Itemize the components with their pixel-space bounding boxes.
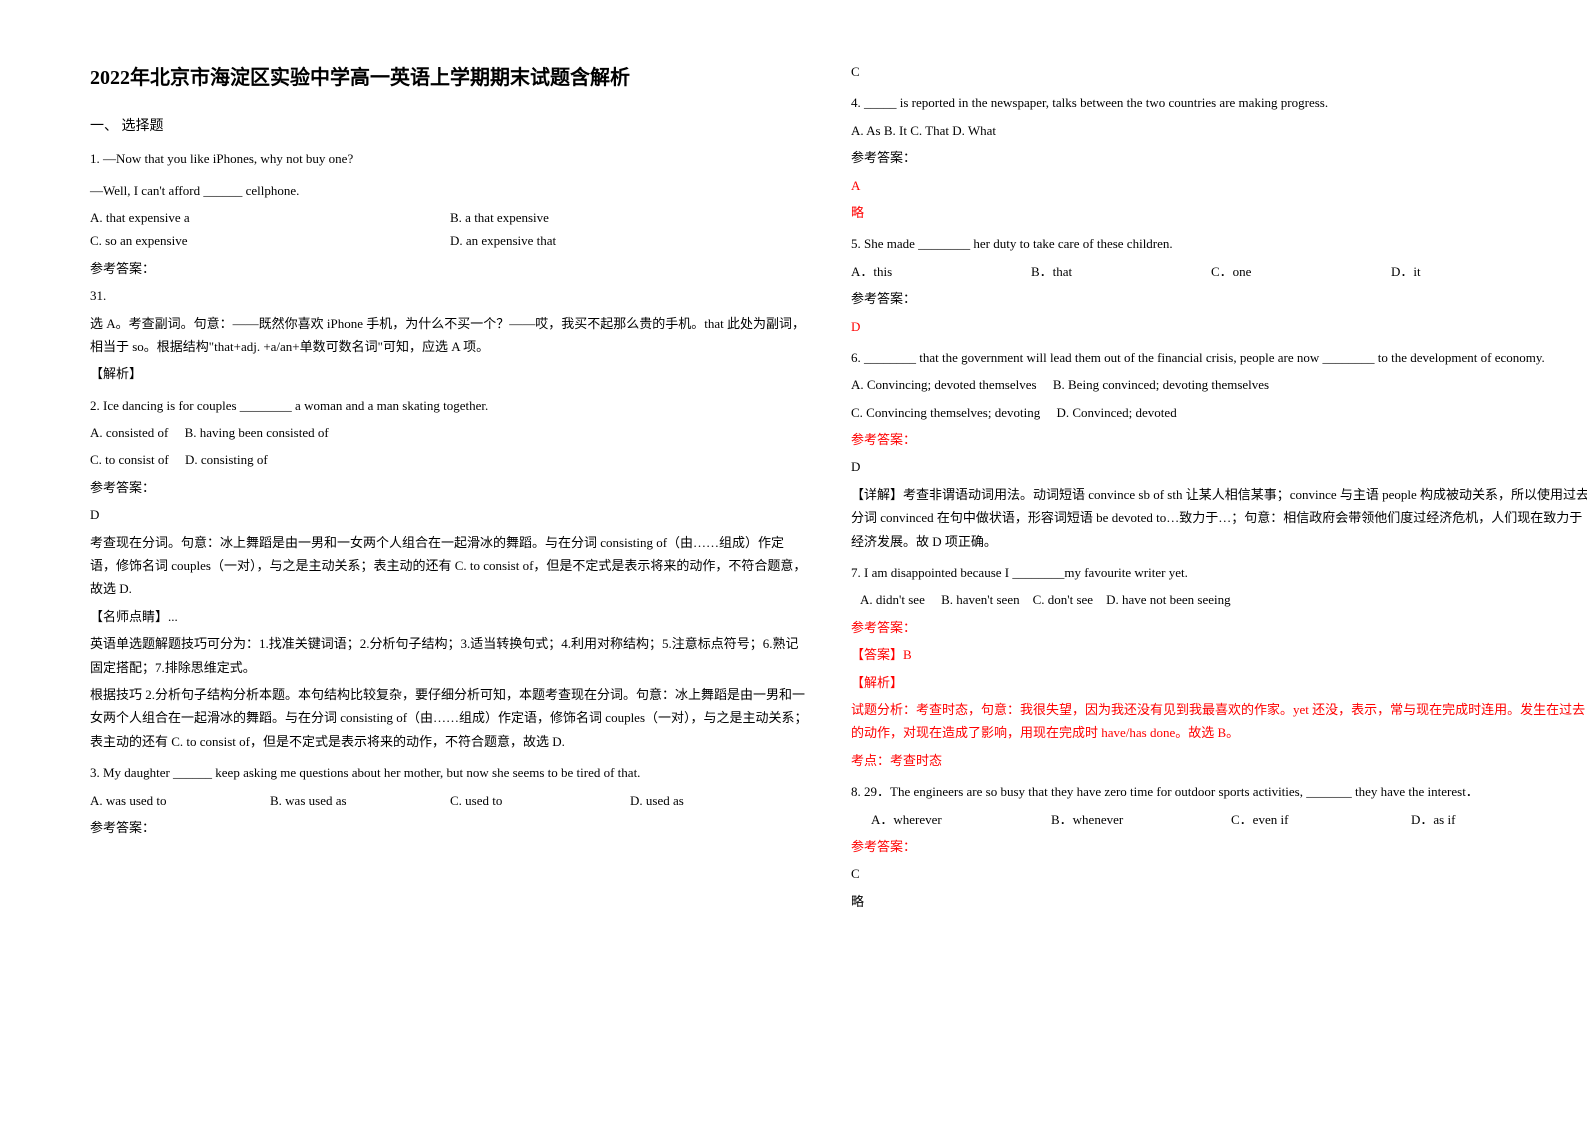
- q7-expl: 试题分析：考查时态，句意：我很失望，因为我还没有见到我最喜欢的作家。yet 还没…: [851, 698, 1587, 745]
- q6-ans-label: 参考答案：: [851, 428, 1587, 451]
- q3-optC: C. used to: [450, 789, 590, 812]
- q1-optA: A. that expensive a: [90, 206, 410, 229]
- q7-point: 考点：考查时态: [851, 749, 1587, 772]
- q3-optA: A. was used to: [90, 789, 230, 812]
- q2-optC: C. to consist of: [90, 452, 169, 467]
- q2-expl: 考查现在分词。句意：冰上舞蹈是由一男和一女两个人组合在一起滑冰的舞蹈。与在分词 …: [90, 531, 810, 601]
- q1-expl: 选 A。考查副词。句意：——既然你喜欢 iPhone 手机，为什么不买一个？——…: [90, 312, 810, 359]
- q6-optB: B. Being convinced; devoting themselves: [1053, 377, 1269, 392]
- q2-optB: B. having been consisted of: [185, 425, 329, 440]
- q8-options: A．wherever B．whenever C．even if D．as if: [851, 808, 1587, 831]
- q6-optAB: A. Convincing; devoted themselves B. Bei…: [851, 373, 1587, 396]
- q4-note: 略: [851, 201, 1587, 224]
- q2-optAB: A. consisted of B. having been consisted…: [90, 421, 810, 444]
- q5-stem: 5. She made ________ her duty to take ca…: [851, 232, 1587, 255]
- q1-optC: C. so an expensive: [90, 229, 410, 252]
- q4-opts: A. As B. It C. That D. What: [851, 119, 1587, 142]
- q7-opts: A. didn't see B. haven't seen C. don't s…: [851, 588, 1587, 611]
- q5-options: A．this B．that C．one D．it: [851, 260, 1587, 283]
- q6-optC: C. Convincing themselves; devoting: [851, 405, 1040, 420]
- q1-optB: B. a that expensive: [450, 206, 770, 229]
- q2-tip1: 英语单选题解题技巧可分为：1.找准关键词语；2.分析句子结构；3.适当转换句式；…: [90, 632, 810, 679]
- q2-tip2: 根据技巧 2.分析句子结构分析本题。本句结构比较复杂，要仔细分析可知，本题考查现…: [90, 683, 810, 753]
- q5-optB: B．that: [1031, 260, 1171, 283]
- q7-ans-header: 【答案】B: [851, 643, 1587, 666]
- q1-line1: 1. —Now that you like iPhones, why not b…: [90, 147, 810, 170]
- q8-optD: D．as if: [1411, 808, 1551, 831]
- q3-ans-label: 参考答案：: [90, 816, 810, 839]
- q2-optA: A. consisted of: [90, 425, 168, 440]
- q3-ans-val: C: [851, 60, 1587, 83]
- q8-stem: 8. 29．The engineers are so busy that the…: [851, 780, 1587, 803]
- q1-ans-val: 31.: [90, 284, 810, 307]
- right-column: C 4. _____ is reported in the newspaper,…: [831, 60, 1587, 1062]
- q6-optA: A. Convincing; devoted themselves: [851, 377, 1037, 392]
- q7-stem: 7. I am disappointed because I ________m…: [851, 561, 1587, 584]
- q8-ans-label: 参考答案：: [851, 835, 1587, 858]
- q6-stem: 6. ________ that the government will lea…: [851, 346, 1587, 369]
- q8-optB: B．whenever: [1051, 808, 1191, 831]
- section-header: 一、 选择题: [90, 114, 810, 139]
- q2-optD: D. consisting of: [185, 452, 268, 467]
- left-column: 2022年北京市海淀区实验中学高一英语上学期期末试题含解析 一、 选择题 1. …: [70, 60, 831, 1062]
- q6-optCD: C. Convincing themselves; devoting D. Co…: [851, 401, 1587, 424]
- q7-expl-header: 【解析】: [851, 671, 1587, 694]
- q8-optC: C．even if: [1231, 808, 1371, 831]
- q4-stem: 4. _____ is reported in the newspaper, t…: [851, 91, 1587, 114]
- q3-options: A. was used to B. was used as C. used to…: [90, 789, 810, 812]
- q1-expl-header: 【解析】: [90, 362, 810, 385]
- q1-optD: D. an expensive that: [450, 229, 770, 252]
- q1-ans-label: 参考答案：: [90, 257, 810, 280]
- q5-optA: A．this: [851, 260, 991, 283]
- q8-ans-val: C: [851, 862, 1587, 885]
- q2-tip-header: 【名师点睛】...: [90, 605, 810, 628]
- q4-ans-label: 参考答案：: [851, 146, 1587, 169]
- q1-line2: —Well, I can't afford ______ cellphone.: [90, 179, 810, 202]
- q5-ans-val: D: [851, 315, 1587, 338]
- q3-optB: B. was used as: [270, 789, 410, 812]
- q7-ans-label: 参考答案：: [851, 616, 1587, 639]
- q2-optCD: C. to consist of D. consisting of: [90, 448, 810, 471]
- q5-optD: D．it: [1391, 260, 1531, 283]
- q6-ans-val: D: [851, 455, 1587, 478]
- page-title: 2022年北京市海淀区实验中学高一英语上学期期末试题含解析: [90, 60, 810, 96]
- q8-optA: A．wherever: [871, 808, 1011, 831]
- q6-expl: 【详解】考查非谓语动词用法。动词短语 convince sb of sth 让某…: [851, 483, 1587, 553]
- q5-optC: C．one: [1211, 260, 1351, 283]
- q8-note: 略: [851, 890, 1587, 913]
- q3-stem: 3. My daughter ______ keep asking me que…: [90, 761, 810, 784]
- q2-ans-val: D: [90, 503, 810, 526]
- q2-ans-label: 参考答案：: [90, 476, 810, 499]
- q3-optD: D. used as: [630, 789, 770, 812]
- q6-optD: D. Convinced; devoted: [1056, 405, 1176, 420]
- q4-ans-val: A: [851, 174, 1587, 197]
- q2-stem: 2. Ice dancing is for couples ________ a…: [90, 394, 810, 417]
- q1-options: A. that expensive a C. so an expensive B…: [90, 206, 810, 253]
- q5-ans-label: 参考答案：: [851, 287, 1587, 310]
